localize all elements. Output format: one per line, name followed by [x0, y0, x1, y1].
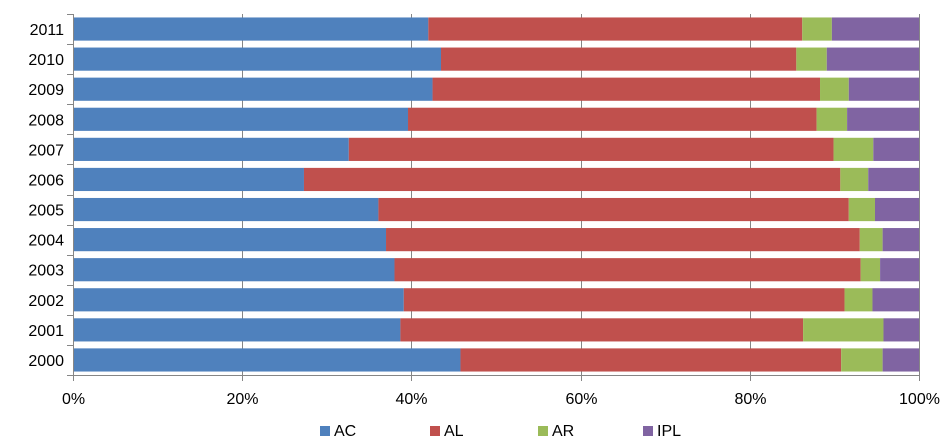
bar-segment-ac-2000: [73, 348, 461, 372]
y-tick-label: 2001: [28, 323, 64, 340]
bar-segment-al-2010: [441, 47, 797, 71]
bar-segment-ipl-2010: [826, 47, 919, 71]
legend-swatch-ipl: [643, 426, 653, 436]
bar-segment-ar-2005: [848, 197, 876, 222]
bar-segment-ac-2003: [73, 258, 395, 282]
bar-segment-al-2011: [428, 17, 803, 41]
y-tick-label: 2011: [30, 22, 65, 39]
y-tick-label: 2010: [28, 52, 64, 69]
x-tick-label: 20%: [226, 391, 258, 408]
legend-label-ipl: IPL: [657, 423, 681, 440]
legend: AC AL AR IPL: [320, 423, 681, 440]
y-tick-labels: 2000 2001 2002 2003 2004 2005 2006 2007 2008 2009…: [28, 22, 64, 370]
bar-segment-ac-2007: [73, 137, 349, 161]
bar-segment-ac-2009: [73, 77, 433, 101]
y-tick-label: 2002: [28, 293, 64, 310]
bar-segment-al-2005: [378, 197, 849, 222]
bar-segment-ac-2005: [73, 197, 379, 222]
x-tick-label: 40%: [395, 391, 427, 408]
bar-segment-ac-2010: [73, 47, 442, 71]
bars: [73, 17, 919, 372]
bar-segment-ipl-2005: [875, 197, 919, 222]
bar-segment-al-2003: [394, 258, 861, 282]
legend-swatch-ac: [320, 426, 330, 436]
legend-swatch-ar: [538, 426, 548, 436]
y-tick-label: 2000: [28, 353, 64, 370]
y-tick-label: 2004: [28, 233, 64, 250]
x-tick-label: 80%: [734, 391, 766, 408]
bar-segment-ar-2003: [860, 258, 881, 282]
bar-segment-ipl-2000: [882, 348, 919, 372]
y-tick-label: 2009: [28, 82, 64, 99]
bar-segment-ipl-2007: [873, 137, 919, 161]
bar-segment-ar-2011: [802, 17, 832, 41]
bar-segment-ar-2002: [844, 288, 873, 312]
y-tick-label: 2005: [28, 203, 64, 220]
bar-segment-al-2001: [400, 318, 804, 342]
bar-segment-ac-2001: [73, 318, 401, 342]
bar-segment-ipl-2001: [883, 318, 919, 342]
y-tick-label: 2008: [28, 112, 64, 129]
bar-segment-ipl-2011: [831, 17, 919, 41]
axes: [67, 14, 920, 381]
legend-swatch-al: [430, 426, 440, 436]
legend-label-ar: AR: [552, 423, 574, 440]
legend-label-al: AL: [444, 423, 464, 440]
bar-segment-ar-2006: [840, 167, 869, 192]
bar-segment-al-2002: [403, 288, 845, 312]
bar-segment-ipl-2009: [848, 77, 919, 101]
bar-segment-ac-2011: [73, 17, 429, 41]
bar-segment-al-2009: [432, 77, 821, 101]
bar-segment-ar-2008: [816, 107, 848, 131]
bar-segment-ipl-2003: [880, 258, 919, 282]
bar-segment-al-2006: [303, 167, 841, 192]
legend-label-ac: AC: [334, 423, 356, 440]
bar-segment-ar-2000: [841, 348, 883, 372]
bar-segment-ipl-2004: [882, 228, 919, 252]
bar-segment-ipl-2002: [872, 288, 919, 312]
bar-segment-ipl-2008: [847, 107, 919, 131]
bar-segment-ar-2004: [859, 228, 883, 252]
bar-segment-al-2004: [386, 228, 860, 252]
bar-segment-ac-2008: [73, 107, 409, 131]
y-tick-label: 2006: [28, 172, 64, 189]
bar-segment-ipl-2006: [868, 167, 919, 192]
bar-segment-ar-2001: [803, 318, 884, 342]
x-tick-label: 60%: [565, 391, 597, 408]
x-tick-label: 100%: [899, 391, 940, 408]
bar-segment-al-2000: [460, 348, 842, 372]
bar-segment-al-2007: [348, 137, 834, 161]
bar-segment-ar-2010: [796, 47, 827, 71]
y-tick-label: 2007: [28, 142, 64, 159]
x-tick-labels: 0% 20% 40% 60% 80% 100%: [62, 391, 940, 408]
bar-segment-ac-2002: [73, 288, 404, 312]
bar-segment-al-2008: [408, 107, 817, 131]
bar-segment-ar-2009: [820, 77, 849, 101]
bar-segment-ac-2004: [73, 228, 387, 252]
y-tick-label: 2003: [28, 263, 64, 280]
x-tick-label: 0%: [62, 391, 85, 408]
bar-segment-ac-2006: [73, 167, 304, 192]
bar-segment-ar-2007: [833, 137, 874, 161]
